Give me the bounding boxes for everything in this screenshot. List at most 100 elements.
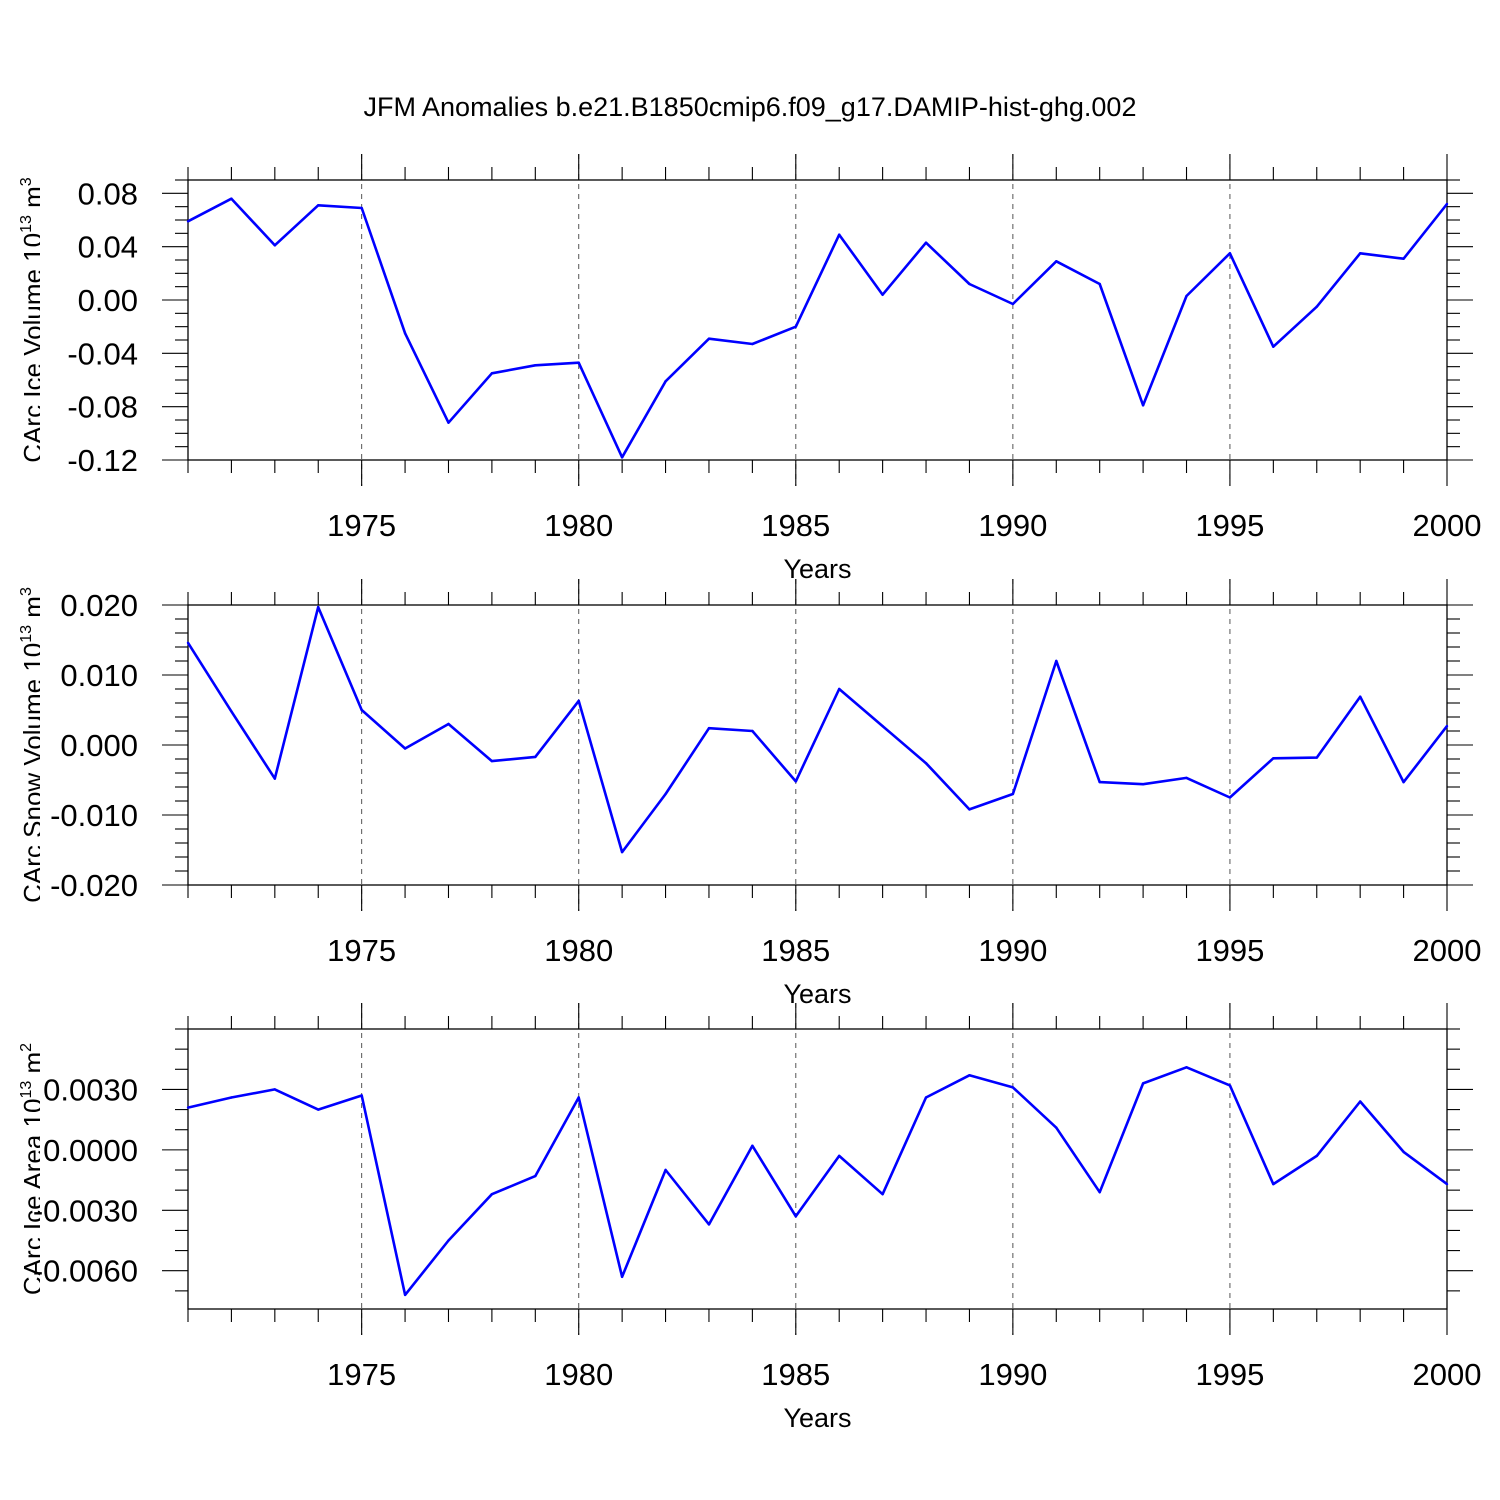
snow-volume-point-1994 [1185, 776, 1188, 780]
snow-volume-panel: 0.020 0.010 0.000 -0.010 -0.020 1975 1980 1985 1… [18, 579, 1481, 1009]
ice-area-xtick-label-1985: 1985 [761, 1357, 830, 1392]
ice-area-point-1996 [1272, 1182, 1275, 1186]
ice-area-xtick-label-1990: 1990 [978, 1357, 1047, 1392]
snow-volume-point-1993 [1141, 783, 1145, 786]
ice-area-point-1971 [186, 1106, 190, 1109]
ice-area-plot-frame [187, 1028, 1448, 1310]
ice-area-point-1992 [1098, 1190, 1101, 1194]
ice-area-panel: 0.0030 0.0000 -0.0030 -0.0060 1975 1980 1985 19… [18, 1003, 1481, 1433]
ice-area-point-1986 [838, 1154, 841, 1158]
snow-volume-point-1996 [1272, 757, 1275, 760]
snow-volume-point-1976 [403, 747, 407, 750]
ice-volume-point-1998 [1358, 252, 1362, 255]
ice-area-point-1974 [317, 1108, 320, 1111]
ice-area-point-1982 [664, 1168, 667, 1172]
ice-volume-point-1991 [1055, 260, 1058, 263]
snow-volume-plot-frame [187, 604, 1448, 886]
snow-volume-xaxis-label: Years [783, 979, 851, 1009]
snow-volume-point-1985 [794, 780, 797, 783]
snow-volume-point-1991 [1055, 659, 1058, 663]
ice-volume-series-line [187, 197, 1449, 459]
ice-area-point-1979 [534, 1174, 537, 1178]
snow-volume-point-1982 [664, 792, 667, 796]
ice-volume-point-1973 [273, 244, 277, 247]
ice-area-point-1975 [360, 1094, 363, 1097]
ice-area-ytick-label: 0.0030 [43, 1072, 138, 1107]
ice-volume-point-1992 [1098, 282, 1101, 286]
ice-volume-point-1974 [317, 204, 320, 207]
ice-area-xtick-label-1975: 1975 [327, 1357, 396, 1392]
ice-volume-point-1980 [577, 361, 580, 364]
ice-volume-ytick-label: 0.00 [78, 283, 138, 318]
ice-volume-point-1996 [1272, 345, 1275, 348]
snow-volume-point-1978 [490, 759, 494, 763]
ice-area-point-1990 [1011, 1086, 1015, 1089]
snow-volume-ytick-label: -0.020 [50, 868, 138, 903]
snow-volume-ytick-label: 0.000 [60, 728, 138, 763]
ice-area-xtick-label-2000: 2000 [1413, 1357, 1482, 1392]
ice-area-point-1978 [490, 1192, 494, 1196]
ice-area-point-1976 [403, 1293, 407, 1297]
ice-area-point-1995 [1228, 1084, 1232, 1087]
ice-volume-point-1981 [620, 456, 624, 459]
ice-volume-point-1995 [1228, 252, 1232, 255]
ice-volume-xtick-label-1975: 1975 [327, 508, 396, 543]
ice-volume-xtick-label-1990: 1990 [978, 508, 1047, 543]
snow-volume-xtick-label-2000: 2000 [1413, 933, 1482, 968]
ice-area-series-line [187, 1066, 1448, 1297]
ice-area-point-1998 [1358, 1100, 1362, 1103]
ice-volume-point-1993 [1141, 404, 1145, 407]
ice-volume-point-1972 [230, 197, 233, 200]
ice-area-point-1989 [968, 1074, 971, 1077]
ice-volume-ytick-label: -0.12 [67, 443, 138, 478]
ice-area-point-1987 [881, 1192, 884, 1196]
snow-volume-point-1974 [317, 605, 320, 609]
ice-volume-point-1990 [1011, 302, 1015, 306]
snow-volume-ytick-label: 0.020 [60, 588, 138, 623]
ice-volume-point-1999 [1402, 257, 1405, 260]
snow-volume-point-1990 [1011, 792, 1015, 796]
snow-volume-yaxis-label-group: CArc Snow Volume 1013 m3 [18, 587, 48, 903]
ice-area-point-1983 [707, 1223, 711, 1226]
ice-volume-point-1976 [403, 332, 407, 335]
ice-area-ytick-label: -0.0030 [33, 1193, 138, 1228]
snow-volume-point-1972 [230, 710, 233, 713]
ice-area-point-1994 [1185, 1066, 1188, 1069]
figure-title: JFM Anomalies b.e21.B1850cmip6.f09_g17.D… [364, 92, 1137, 122]
snow-volume-point-1980 [577, 699, 580, 703]
ice-area-point-1981 [620, 1275, 624, 1278]
snow-volume-point-1977 [447, 722, 450, 726]
snow-volume-point-1989 [968, 808, 971, 811]
ice-volume-yaxis-label-group: CArc Ice Volume 1013 m3 [18, 177, 48, 462]
ice-volume-yaxis-label: CArc Ice Volume 1013 m3 [18, 177, 48, 462]
ice-area-point-1999 [1402, 1150, 1405, 1154]
ice-area-yaxis-label-group: CArc Ice Area 1013 m2 [18, 1043, 40, 1295]
ice-volume-ytick-label: -0.08 [67, 390, 138, 425]
ice-volume-point-1987 [881, 293, 884, 296]
snow-volume-point-1984 [751, 729, 754, 733]
snow-volume-point-1992 [1098, 780, 1101, 784]
snow-volume-xtick-label-1985: 1985 [761, 933, 830, 968]
ice-volume-point-1989 [968, 282, 971, 286]
ice-area-point-1980 [577, 1096, 580, 1099]
ice-area-point-1973 [273, 1088, 277, 1091]
snow-volume-ytick-label: -0.010 [50, 798, 138, 833]
snow-volume-point-1987 [881, 724, 884, 728]
snow-volume-point-1999 [1402, 780, 1405, 784]
ice-area-xaxis-label: Years [783, 1403, 851, 1433]
snow-volume-point-1975 [360, 708, 363, 712]
ice-area-xtick-label-1980: 1980 [544, 1357, 613, 1392]
snow-volume-xtick-label-1995: 1995 [1195, 933, 1264, 968]
ice-volume-point-1982 [664, 380, 667, 383]
ice-volume-point-1979 [534, 364, 537, 367]
ice-area-point-1997 [1315, 1154, 1318, 1158]
ice-area-point-1993 [1141, 1082, 1145, 1085]
snow-volume-point-1981 [620, 850, 624, 854]
snow-volume-point-1979 [534, 755, 537, 759]
snow-volume-point-1988 [924, 762, 928, 765]
ice-volume-ytick-label: -0.04 [67, 336, 138, 371]
ice-volume-point-1994 [1185, 294, 1188, 298]
ice-volume-panel: 0.08 0.04 0.00 -0.04 -0.08 -0.12 1975 1980 1985 1… [18, 154, 1481, 584]
snow-volume-yaxis-label: CArc Snow Volume 1013 m3 [18, 587, 48, 903]
